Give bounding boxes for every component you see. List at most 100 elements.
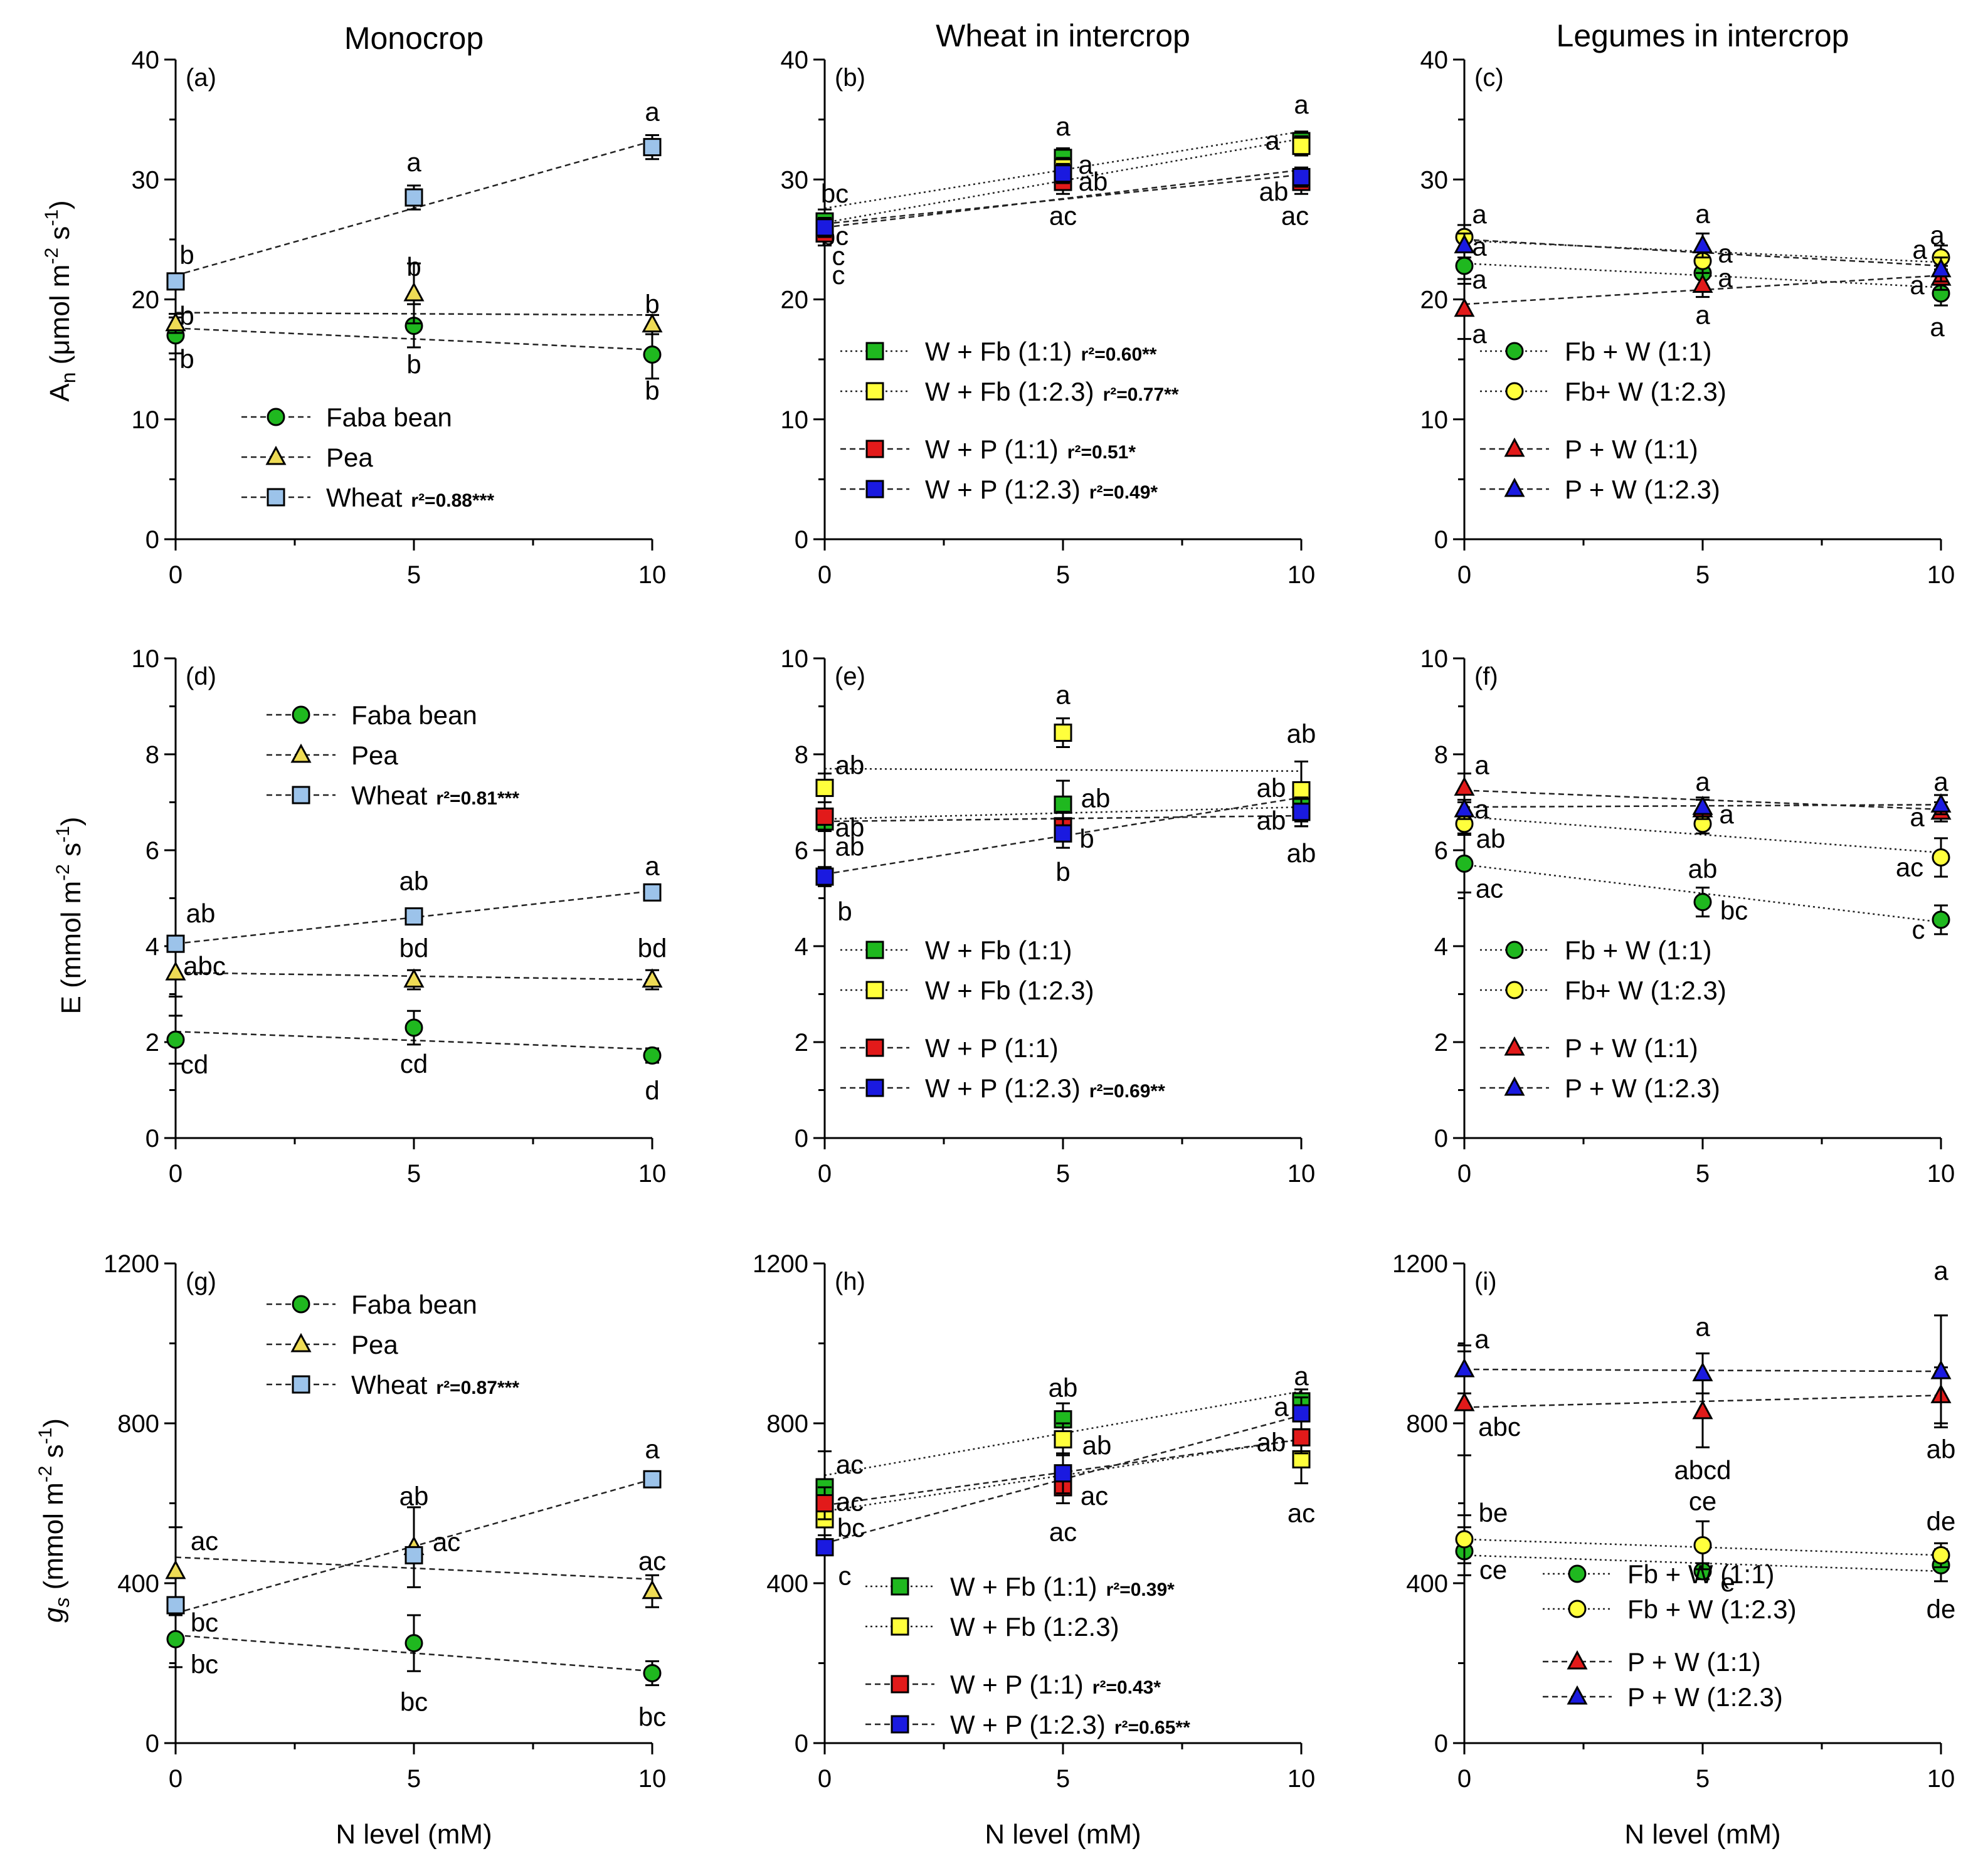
data-point: [404, 907, 423, 926]
series-fb-w-1-2-3-: be ce de: [1455, 1486, 1956, 1571]
significance-label: b: [179, 301, 194, 330]
legend-label: Fb + W (1:2.3): [1627, 1595, 1797, 1624]
significance-label: abcd: [1674, 1455, 1731, 1485]
data-point: [643, 1663, 662, 1682]
x-tick-label: 0: [818, 561, 832, 589]
fit-line: [824, 169, 1302, 228]
data-point: [1692, 1400, 1713, 1420]
significance-label: ac: [1476, 873, 1503, 903]
y-tick-label: 10: [781, 406, 809, 434]
legend-r2: r²=0.65**: [1114, 1717, 1190, 1738]
significance-label: ac: [1081, 1481, 1108, 1510]
data-point: [403, 282, 425, 302]
data-point: [1455, 1530, 1474, 1549]
significance-label: a: [1910, 802, 1925, 831]
significance-label: ac: [433, 1527, 460, 1557]
data-point: [1292, 781, 1311, 799]
significance-label: de: [1927, 1506, 1956, 1536]
data-point: [1693, 1536, 1712, 1554]
significance-label: b: [645, 290, 659, 319]
significance-label: ab: [1688, 854, 1718, 883]
legend-label: Wheat: [351, 781, 428, 810]
x-tick-label: 0: [1457, 561, 1471, 589]
significance-label: abc: [1478, 1412, 1521, 1442]
data-point: [643, 883, 662, 902]
significance-label: b: [1055, 857, 1070, 887]
y-tick-label: 2: [1434, 1029, 1448, 1057]
significance-label: a: [406, 147, 421, 177]
y-tick-label: 1200: [103, 1250, 159, 1278]
significance-label: bd: [638, 934, 667, 963]
panel-d: 0 2 4 6 8 10 0 5 10 (d) cd cd d abc bd bd ab ab a Faba bean…: [132, 645, 667, 1188]
significance-label: b: [837, 897, 852, 926]
data-point: [1455, 854, 1474, 873]
panel-letter: (d): [186, 663, 216, 690]
significance-label: ab: [1081, 783, 1111, 813]
significance-label: a: [1695, 767, 1710, 796]
data-point: [1454, 798, 1475, 818]
data-point: [1692, 1362, 1713, 1381]
y-tick-label: 4: [795, 933, 808, 961]
significance-label: ab: [1259, 177, 1289, 206]
legend-label: W + P (1:1): [950, 1670, 1084, 1699]
significance-label: ac: [1287, 1498, 1315, 1527]
significance-label: ab: [1079, 167, 1108, 196]
significance-label: bc: [191, 1649, 218, 1679]
significance-label: b: [179, 240, 194, 270]
legend-marker: [865, 941, 884, 959]
data-point: [1692, 795, 1713, 815]
legend-label: W + P (1:1): [925, 1033, 1059, 1063]
data-point: [1054, 164, 1072, 183]
y-tick-label: 0: [1434, 526, 1448, 554]
data-point: [1454, 297, 1475, 317]
panel-letter: (b): [835, 64, 865, 92]
significance-label: a: [1718, 238, 1733, 268]
data-point: [404, 1018, 423, 1037]
legend-label: P + W (1:2.3): [1565, 475, 1720, 504]
legend: W + Fb (1:1) r²=0.60** W + Fb (1:2.3) r²=0.…: [840, 337, 1179, 504]
legend-marker: [865, 342, 884, 361]
legend-marker: [865, 480, 884, 498]
legend-marker: [292, 705, 310, 724]
significance-label: ac: [1049, 201, 1077, 231]
legend-label: P + W (1:1): [1565, 435, 1698, 464]
data-point: [1292, 803, 1311, 821]
legend-r2: r²=0.51*: [1067, 442, 1136, 463]
data-point: [1292, 1428, 1311, 1447]
y-tick-label: 10: [781, 645, 809, 673]
significance-label: be: [1479, 1498, 1508, 1527]
data-point: [1292, 137, 1311, 156]
y-tick-label: 1200: [1392, 1250, 1448, 1278]
legend: Faba bean Pea Wheat r²=0.88***: [241, 403, 494, 512]
x-tick-label: 0: [169, 561, 182, 589]
significance-label: de: [1927, 1594, 1956, 1623]
legend-marker: [1568, 1600, 1587, 1618]
significance-label: ab: [1927, 1434, 1956, 1463]
legend-label: P + W (1:2.3): [1565, 1073, 1720, 1103]
significance-label: a: [1695, 1312, 1710, 1341]
legend-marker: [1567, 1650, 1588, 1670]
x-tick-label: 5: [407, 1160, 421, 1188]
legend-label: Faba bean: [351, 700, 477, 730]
data-point: [1930, 1359, 1952, 1379]
y-tick-label: 6: [1434, 837, 1448, 865]
data-point: [166, 1596, 185, 1615]
significance-label: c: [832, 260, 845, 290]
legend-label: W + Fb (1:2.3): [950, 1612, 1119, 1642]
y-tick-label: 10: [1420, 406, 1449, 434]
y-tick-label: 30: [1420, 166, 1449, 194]
legend-marker: [290, 743, 312, 763]
y-tick-label: 10: [132, 645, 160, 673]
legend-marker: [891, 1715, 909, 1734]
significance-label: a: [1055, 680, 1071, 710]
y-axis-title-gs: gs (mmol m-2 s-1): [35, 1418, 73, 1623]
y-tick-label: 0: [795, 1125, 808, 1152]
data-point: [1930, 258, 1952, 278]
legend-r2: r²=0.87***: [436, 1378, 519, 1398]
legend-marker: [865, 440, 884, 458]
significance-label: a: [1472, 265, 1487, 294]
legend-marker: [865, 981, 884, 999]
series-pea: ac ac ac: [165, 1506, 666, 1616]
